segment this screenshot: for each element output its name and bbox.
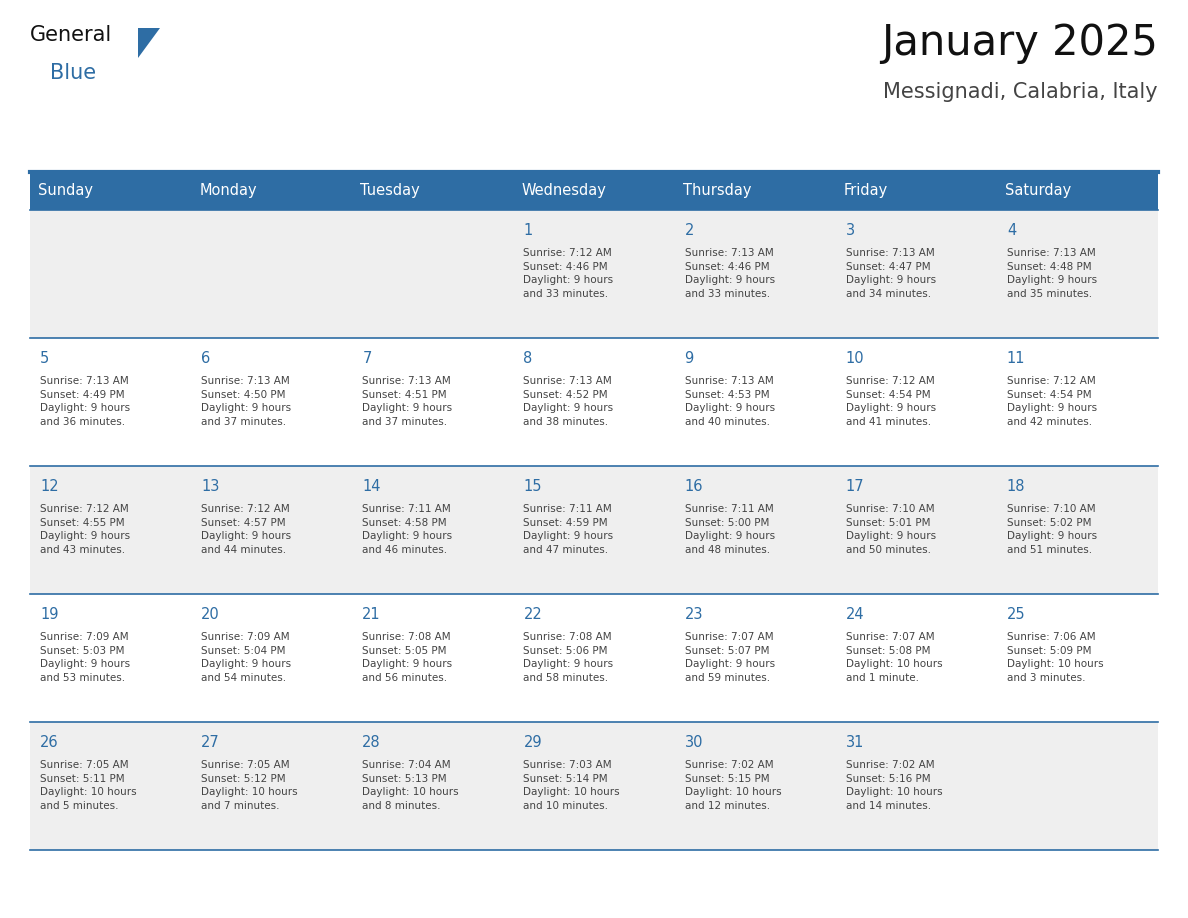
Text: Sunrise: 7:05 AM
Sunset: 5:12 PM
Daylight: 10 hours
and 7 minutes.: Sunrise: 7:05 AM Sunset: 5:12 PM Dayligh… (201, 760, 298, 811)
Text: Sunrise: 7:10 AM
Sunset: 5:01 PM
Daylight: 9 hours
and 50 minutes.: Sunrise: 7:10 AM Sunset: 5:01 PM Dayligh… (846, 504, 936, 554)
Text: 12: 12 (40, 479, 58, 494)
Text: Sunrise: 7:13 AM
Sunset: 4:48 PM
Daylight: 9 hours
and 35 minutes.: Sunrise: 7:13 AM Sunset: 4:48 PM Dayligh… (1007, 248, 1097, 298)
Text: Sunrise: 7:11 AM
Sunset: 4:58 PM
Daylight: 9 hours
and 46 minutes.: Sunrise: 7:11 AM Sunset: 4:58 PM Dayligh… (362, 504, 453, 554)
Bar (30, 338, 1158, 466)
Text: Sunrise: 7:07 AM
Sunset: 5:07 PM
Daylight: 9 hours
and 59 minutes.: Sunrise: 7:07 AM Sunset: 5:07 PM Dayligh… (684, 632, 775, 683)
Text: Sunrise: 7:02 AM
Sunset: 5:16 PM
Daylight: 10 hours
and 14 minutes.: Sunrise: 7:02 AM Sunset: 5:16 PM Dayligh… (846, 760, 942, 811)
Text: 24: 24 (846, 607, 865, 622)
Text: Sunrise: 7:10 AM
Sunset: 5:02 PM
Daylight: 9 hours
and 51 minutes.: Sunrise: 7:10 AM Sunset: 5:02 PM Dayligh… (1007, 504, 1097, 554)
Text: 25: 25 (1007, 607, 1025, 622)
Text: Thursday: Thursday (683, 184, 751, 198)
Text: Sunrise: 7:09 AM
Sunset: 5:03 PM
Daylight: 9 hours
and 53 minutes.: Sunrise: 7:09 AM Sunset: 5:03 PM Dayligh… (40, 632, 131, 683)
Text: Sunrise: 7:12 AM
Sunset: 4:46 PM
Daylight: 9 hours
and 33 minutes.: Sunrise: 7:12 AM Sunset: 4:46 PM Dayligh… (524, 248, 613, 298)
Text: Sunrise: 7:07 AM
Sunset: 5:08 PM
Daylight: 10 hours
and 1 minute.: Sunrise: 7:07 AM Sunset: 5:08 PM Dayligh… (846, 632, 942, 683)
Text: 22: 22 (524, 607, 542, 622)
Text: Sunrise: 7:08 AM
Sunset: 5:06 PM
Daylight: 9 hours
and 58 minutes.: Sunrise: 7:08 AM Sunset: 5:06 PM Dayligh… (524, 632, 613, 683)
Text: General: General (30, 25, 112, 45)
Text: Blue: Blue (50, 63, 96, 83)
Text: Sunrise: 7:11 AM
Sunset: 4:59 PM
Daylight: 9 hours
and 47 minutes.: Sunrise: 7:11 AM Sunset: 4:59 PM Dayligh… (524, 504, 613, 554)
Text: Sunrise: 7:04 AM
Sunset: 5:13 PM
Daylight: 10 hours
and 8 minutes.: Sunrise: 7:04 AM Sunset: 5:13 PM Dayligh… (362, 760, 459, 811)
Text: Sunrise: 7:12 AM
Sunset: 4:57 PM
Daylight: 9 hours
and 44 minutes.: Sunrise: 7:12 AM Sunset: 4:57 PM Dayligh… (201, 504, 291, 554)
Text: 6: 6 (201, 351, 210, 366)
Text: 7: 7 (362, 351, 372, 366)
Text: 1: 1 (524, 223, 532, 238)
Text: Sunrise: 7:13 AM
Sunset: 4:47 PM
Daylight: 9 hours
and 34 minutes.: Sunrise: 7:13 AM Sunset: 4:47 PM Dayligh… (846, 248, 936, 298)
Polygon shape (138, 28, 160, 58)
Text: 9: 9 (684, 351, 694, 366)
Text: 21: 21 (362, 607, 381, 622)
Text: January 2025: January 2025 (881, 22, 1158, 64)
Text: 29: 29 (524, 735, 542, 750)
Text: Saturday: Saturday (1005, 184, 1072, 198)
Text: Sunrise: 7:12 AM
Sunset: 4:54 PM
Daylight: 9 hours
and 42 minutes.: Sunrise: 7:12 AM Sunset: 4:54 PM Dayligh… (1007, 376, 1097, 427)
Text: Sunrise: 7:12 AM
Sunset: 4:55 PM
Daylight: 9 hours
and 43 minutes.: Sunrise: 7:12 AM Sunset: 4:55 PM Dayligh… (40, 504, 131, 554)
Text: 28: 28 (362, 735, 381, 750)
Text: Sunrise: 7:06 AM
Sunset: 5:09 PM
Daylight: 10 hours
and 3 minutes.: Sunrise: 7:06 AM Sunset: 5:09 PM Dayligh… (1007, 632, 1104, 683)
Bar (30, 172, 1158, 210)
Text: 31: 31 (846, 735, 864, 750)
Bar (30, 722, 1158, 850)
Text: 3: 3 (846, 223, 855, 238)
Text: Sunrise: 7:08 AM
Sunset: 5:05 PM
Daylight: 9 hours
and 56 minutes.: Sunrise: 7:08 AM Sunset: 5:05 PM Dayligh… (362, 632, 453, 683)
Text: 10: 10 (846, 351, 865, 366)
Text: Sunrise: 7:13 AM
Sunset: 4:51 PM
Daylight: 9 hours
and 37 minutes.: Sunrise: 7:13 AM Sunset: 4:51 PM Dayligh… (362, 376, 453, 427)
Text: 4: 4 (1007, 223, 1016, 238)
Text: 5: 5 (40, 351, 49, 366)
Text: 15: 15 (524, 479, 542, 494)
Text: Sunday: Sunday (38, 184, 93, 198)
Text: Sunrise: 7:13 AM
Sunset: 4:49 PM
Daylight: 9 hours
and 36 minutes.: Sunrise: 7:13 AM Sunset: 4:49 PM Dayligh… (40, 376, 131, 427)
Text: Friday: Friday (843, 184, 887, 198)
Text: 14: 14 (362, 479, 381, 494)
Text: Messignadi, Calabria, Italy: Messignadi, Calabria, Italy (884, 82, 1158, 102)
Text: Sunrise: 7:13 AM
Sunset: 4:50 PM
Daylight: 9 hours
and 37 minutes.: Sunrise: 7:13 AM Sunset: 4:50 PM Dayligh… (201, 376, 291, 427)
Text: 17: 17 (846, 479, 865, 494)
Text: Sunrise: 7:12 AM
Sunset: 4:54 PM
Daylight: 9 hours
and 41 minutes.: Sunrise: 7:12 AM Sunset: 4:54 PM Dayligh… (846, 376, 936, 427)
Text: Wednesday: Wednesday (522, 184, 606, 198)
Text: Sunrise: 7:05 AM
Sunset: 5:11 PM
Daylight: 10 hours
and 5 minutes.: Sunrise: 7:05 AM Sunset: 5:11 PM Dayligh… (40, 760, 137, 811)
Text: 30: 30 (684, 735, 703, 750)
Text: 8: 8 (524, 351, 532, 366)
Text: 2: 2 (684, 223, 694, 238)
Bar (30, 210, 1158, 338)
Text: 19: 19 (40, 607, 58, 622)
Text: Sunrise: 7:11 AM
Sunset: 5:00 PM
Daylight: 9 hours
and 48 minutes.: Sunrise: 7:11 AM Sunset: 5:00 PM Dayligh… (684, 504, 775, 554)
Text: 16: 16 (684, 479, 703, 494)
Text: Sunrise: 7:09 AM
Sunset: 5:04 PM
Daylight: 9 hours
and 54 minutes.: Sunrise: 7:09 AM Sunset: 5:04 PM Dayligh… (201, 632, 291, 683)
Text: 13: 13 (201, 479, 220, 494)
Bar (30, 466, 1158, 594)
Text: Sunrise: 7:02 AM
Sunset: 5:15 PM
Daylight: 10 hours
and 12 minutes.: Sunrise: 7:02 AM Sunset: 5:15 PM Dayligh… (684, 760, 782, 811)
Text: 11: 11 (1007, 351, 1025, 366)
Text: Sunrise: 7:03 AM
Sunset: 5:14 PM
Daylight: 10 hours
and 10 minutes.: Sunrise: 7:03 AM Sunset: 5:14 PM Dayligh… (524, 760, 620, 811)
Text: 26: 26 (40, 735, 58, 750)
Text: 23: 23 (684, 607, 703, 622)
Bar (30, 594, 1158, 722)
Text: Tuesday: Tuesday (360, 184, 421, 198)
Text: Sunrise: 7:13 AM
Sunset: 4:52 PM
Daylight: 9 hours
and 38 minutes.: Sunrise: 7:13 AM Sunset: 4:52 PM Dayligh… (524, 376, 613, 427)
Text: 20: 20 (201, 607, 220, 622)
Text: Sunrise: 7:13 AM
Sunset: 4:53 PM
Daylight: 9 hours
and 40 minutes.: Sunrise: 7:13 AM Sunset: 4:53 PM Dayligh… (684, 376, 775, 427)
Text: 27: 27 (201, 735, 220, 750)
Text: Monday: Monday (200, 184, 257, 198)
Text: 18: 18 (1007, 479, 1025, 494)
Text: Sunrise: 7:13 AM
Sunset: 4:46 PM
Daylight: 9 hours
and 33 minutes.: Sunrise: 7:13 AM Sunset: 4:46 PM Dayligh… (684, 248, 775, 298)
